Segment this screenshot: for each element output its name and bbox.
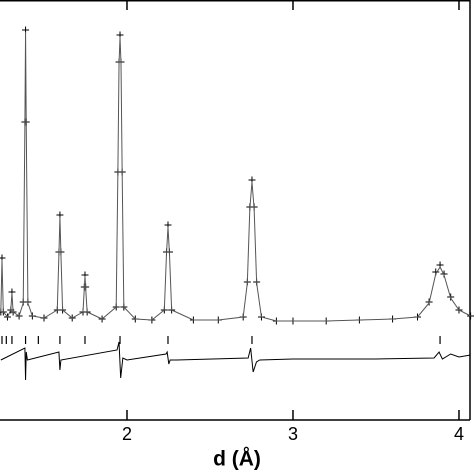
difference-line bbox=[0, 341, 471, 381]
x-tick-label: 4 bbox=[454, 424, 464, 444]
calculated-line bbox=[0, 31, 471, 322]
observed-point bbox=[0, 254, 6, 262]
x-tick-label: 3 bbox=[288, 424, 298, 444]
x-axis-label: d (Å) bbox=[213, 447, 261, 471]
x-tick-label: 2 bbox=[122, 424, 132, 444]
